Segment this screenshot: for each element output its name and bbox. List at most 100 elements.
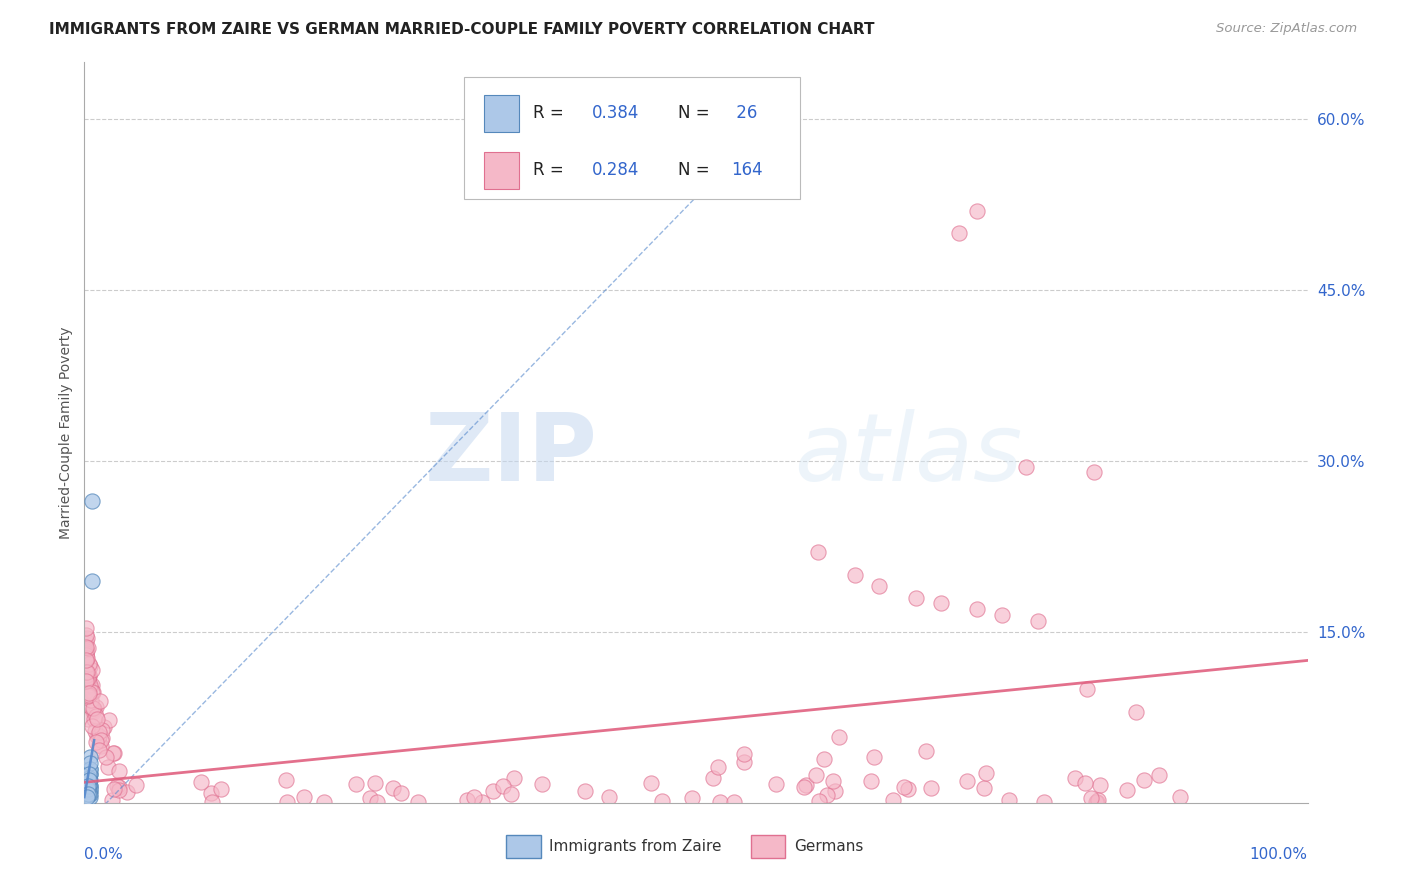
Point xyxy=(991,607,1014,622)
Point xyxy=(76,670,98,684)
Point xyxy=(794,778,817,792)
Point xyxy=(77,686,100,700)
Point xyxy=(79,782,101,797)
Point xyxy=(77,657,100,671)
Point xyxy=(966,203,988,218)
Point xyxy=(75,627,97,641)
Point xyxy=(190,774,212,789)
Point xyxy=(84,724,107,739)
Point xyxy=(107,780,129,794)
Point xyxy=(75,640,97,654)
Point xyxy=(598,790,620,805)
Point xyxy=(381,780,404,795)
Point xyxy=(75,672,97,686)
Point xyxy=(1147,768,1170,782)
Point xyxy=(76,665,98,679)
Point xyxy=(83,712,105,726)
Text: N =: N = xyxy=(678,161,714,179)
Point xyxy=(86,735,108,749)
Point xyxy=(813,751,835,765)
Point xyxy=(793,780,815,795)
Point xyxy=(105,779,128,793)
Point xyxy=(77,667,100,681)
Point xyxy=(1063,771,1085,785)
Point xyxy=(77,779,100,793)
Bar xyxy=(484,152,519,189)
Point xyxy=(502,771,524,785)
Point xyxy=(77,772,100,787)
Point xyxy=(274,772,297,787)
Point xyxy=(828,731,851,745)
Point xyxy=(364,775,387,789)
Text: 26: 26 xyxy=(731,104,758,122)
Point xyxy=(108,782,131,797)
Bar xyxy=(484,95,519,132)
Point xyxy=(75,641,97,656)
Point xyxy=(77,712,100,726)
Point xyxy=(859,773,882,788)
Point xyxy=(1088,778,1111,792)
Point xyxy=(75,670,97,684)
Point xyxy=(77,690,100,704)
Point xyxy=(574,783,596,797)
Point xyxy=(80,574,103,588)
Point xyxy=(344,777,367,791)
Point xyxy=(1032,795,1054,809)
Point xyxy=(929,597,952,611)
Point xyxy=(824,784,846,798)
Point xyxy=(107,764,129,779)
Point xyxy=(915,744,938,758)
Point xyxy=(75,648,97,663)
Point xyxy=(733,747,755,761)
Point xyxy=(1168,789,1191,804)
Point xyxy=(76,650,98,665)
Point xyxy=(77,784,100,798)
Point xyxy=(359,790,381,805)
Point xyxy=(80,699,103,714)
Point xyxy=(80,718,103,732)
Point xyxy=(77,688,100,702)
Point xyxy=(844,568,866,582)
Point xyxy=(77,767,100,781)
Point xyxy=(79,767,101,781)
Point xyxy=(75,673,97,687)
Point xyxy=(103,746,125,760)
Point xyxy=(1085,795,1108,809)
Point xyxy=(76,650,98,665)
Point xyxy=(75,646,97,660)
Point xyxy=(491,779,513,793)
Text: 100.0%: 100.0% xyxy=(1250,847,1308,863)
Point xyxy=(90,739,112,753)
Point xyxy=(702,771,724,785)
Point xyxy=(80,693,103,707)
Point xyxy=(77,771,100,785)
Point xyxy=(79,762,101,776)
Point xyxy=(948,227,970,241)
FancyBboxPatch shape xyxy=(464,78,800,200)
Point xyxy=(75,648,97,662)
Point xyxy=(79,772,101,787)
Point xyxy=(82,685,104,699)
Bar xyxy=(506,835,541,858)
Point xyxy=(90,733,112,747)
Point xyxy=(530,776,553,790)
Point xyxy=(77,673,100,688)
Point xyxy=(75,651,97,665)
Point xyxy=(75,642,97,657)
Point xyxy=(821,773,844,788)
Text: R =: R = xyxy=(533,104,569,122)
Point xyxy=(973,781,995,796)
Point xyxy=(76,640,98,655)
Point xyxy=(456,793,478,807)
Point xyxy=(82,705,104,719)
Text: IMMIGRANTS FROM ZAIRE VS GERMAN MARRIED-COUPLE FAMILY POVERTY CORRELATION CHART: IMMIGRANTS FROM ZAIRE VS GERMAN MARRIED-… xyxy=(49,22,875,37)
Point xyxy=(79,787,101,801)
Point xyxy=(79,767,101,781)
Point xyxy=(89,694,111,708)
Text: 0.284: 0.284 xyxy=(592,161,640,179)
Point xyxy=(706,760,728,774)
Point xyxy=(974,766,997,780)
Point xyxy=(80,494,103,508)
Point xyxy=(77,669,100,683)
Point xyxy=(90,731,112,745)
